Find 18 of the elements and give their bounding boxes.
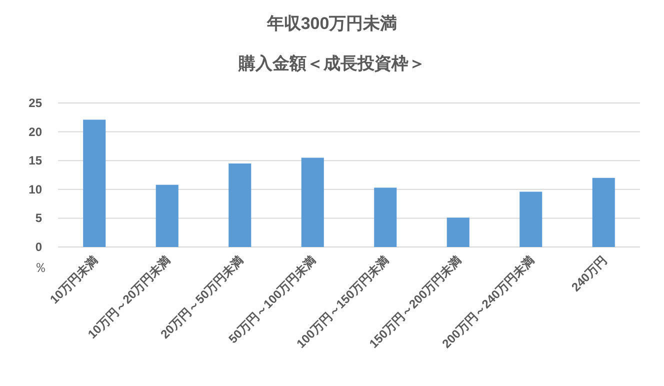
- y-tick-label: 20: [28, 124, 42, 139]
- bar: [446, 218, 470, 247]
- bar: [374, 188, 397, 247]
- bar: [83, 120, 106, 247]
- bar: [301, 158, 324, 247]
- chart-title: 年収300万円未満: [266, 14, 398, 33]
- y-tick-label: 25: [28, 96, 42, 110]
- y-tick-label: 15: [28, 154, 42, 168]
- bar: [156, 184, 178, 247]
- bar: [520, 192, 542, 247]
- y-tick-label: 5: [35, 211, 42, 226]
- y-axis-title: ％: [34, 260, 47, 275]
- x-tick-label: 10万円未満: [47, 253, 100, 307]
- chart-subtitle: 購入金額＜成長投資枠＞: [238, 54, 426, 73]
- y-tick-label: 0: [35, 240, 42, 254]
- y-tick-label: 10: [28, 182, 42, 196]
- bar: [592, 178, 615, 247]
- bar: [228, 163, 252, 247]
